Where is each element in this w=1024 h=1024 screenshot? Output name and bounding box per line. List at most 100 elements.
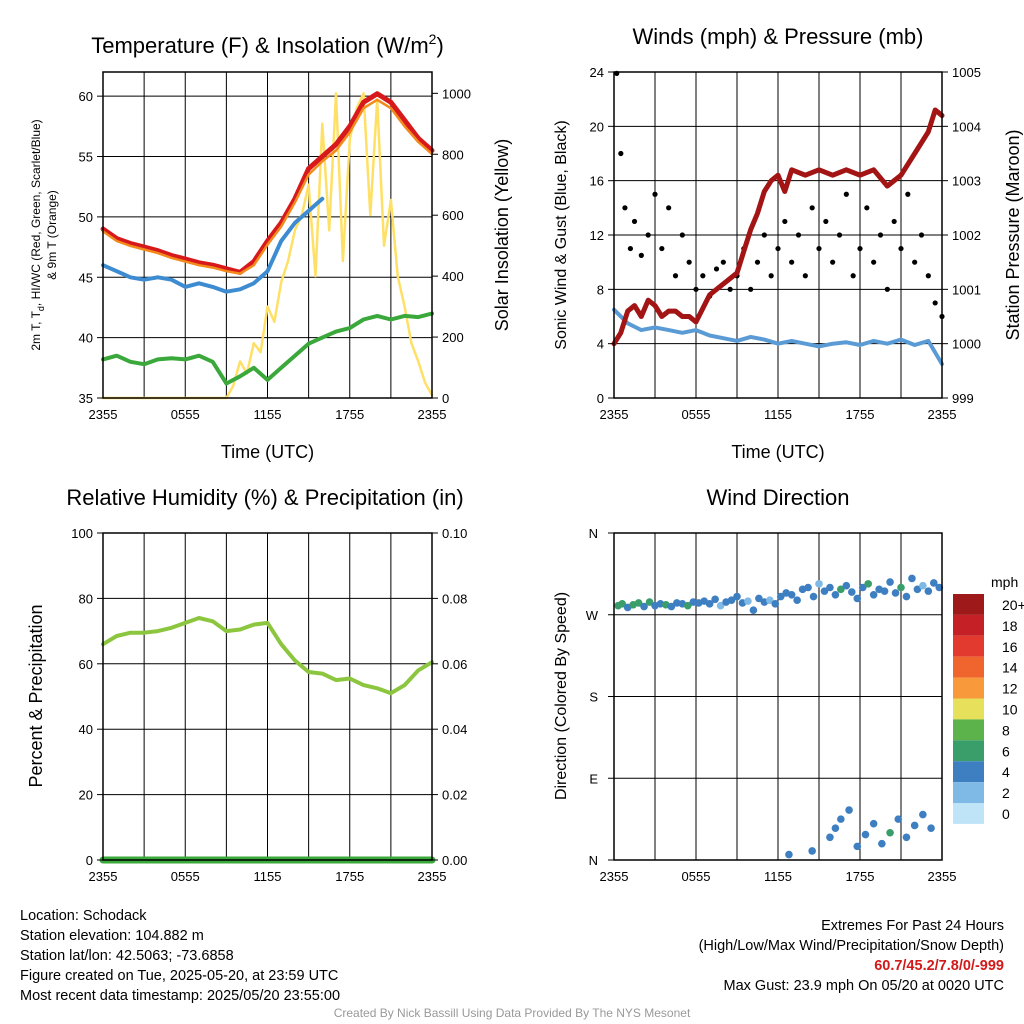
chart-panel-2: 0 4 8 12 16 20 24 999 1000 1001 1002 1003 1004 1005 23…	[553, 24, 1023, 462]
gust-point	[864, 205, 870, 211]
direction-point	[776, 592, 785, 601]
x-tick-label: 0555	[682, 407, 711, 422]
gust-point	[802, 273, 808, 279]
x-tick-label: 1155	[254, 869, 282, 884]
legend-swatch	[953, 698, 984, 720]
y-axis-label: Percent & Precipitation	[26, 604, 46, 787]
direction-point	[749, 606, 758, 615]
direction-point	[815, 580, 823, 588]
plot-border	[613, 532, 943, 861]
station-info: Location: Schodack Station elevation: 10…	[20, 906, 340, 1006]
gust-point	[891, 218, 897, 225]
x-tick-label: 2355	[418, 869, 447, 884]
direction-point	[869, 590, 878, 599]
gust-point	[627, 245, 634, 252]
gust-point	[925, 273, 931, 279]
direction-point	[845, 806, 853, 814]
chart-title: Wind Direction	[706, 485, 849, 510]
direction-point	[861, 830, 870, 839]
legend-swatch	[953, 656, 984, 678]
direction-point	[919, 810, 927, 819]
legend-label: 0	[1002, 806, 1010, 822]
x-tick-label: 2355	[89, 869, 118, 884]
gust-point	[836, 232, 843, 238]
gust-point	[775, 245, 781, 252]
legend-swatch	[953, 635, 984, 657]
gust-point	[693, 286, 699, 292]
direction-point	[935, 583, 944, 592]
y-tick-label: N	[589, 853, 598, 868]
y-tick-label: S	[589, 690, 598, 705]
direction-point	[684, 601, 692, 610]
y2-tick-label: 999	[952, 391, 974, 406]
direction-point	[886, 578, 894, 586]
gust-point	[843, 191, 849, 197]
direction-point	[820, 587, 829, 595]
y-tick-label: 35	[79, 391, 93, 406]
gust-point	[857, 245, 863, 252]
direction-point	[908, 574, 916, 583]
y2-tick-label: 0.10	[442, 526, 467, 541]
direction-point	[913, 585, 922, 594]
y2-tick-label: 0.00	[442, 853, 467, 868]
gust-point	[905, 191, 911, 197]
gust-point	[795, 232, 802, 238]
gust-point	[830, 259, 836, 265]
series-solar-line	[101, 92, 434, 400]
series-temp-9m-line	[101, 98, 434, 275]
chart-title: Temperature (F) & Insolation (W/m2)	[91, 31, 444, 58]
direction-point	[924, 587, 933, 595]
y-tick-label: 24	[590, 65, 604, 80]
legend-swatch	[953, 594, 984, 615]
direction-point	[831, 824, 840, 833]
speed-legend: mph 20+ 18 16 14 12 10 8 6 4 2 0	[953, 574, 1024, 824]
y-tick-label: 40	[79, 331, 93, 346]
x-tick-label: 0555	[171, 869, 200, 884]
y2-tick-label: 1000	[442, 86, 471, 101]
x-tick-label: 2355	[89, 407, 118, 422]
y-tick-label: 12	[590, 228, 604, 243]
direction-point	[930, 579, 938, 587]
chart-panel-3: 0 20 40 60 80 100 0.00 0.02 0.04 0.06 0.08 0.10 2355…	[26, 485, 467, 884]
gust-point	[748, 286, 754, 292]
y-tick-label: 4	[597, 337, 604, 352]
y2-tick-label: 800	[442, 147, 464, 162]
y2-tick-label: 400	[442, 269, 464, 284]
y-tick-label: 80	[79, 591, 93, 606]
gust-point	[720, 259, 726, 265]
y-tick-label: 40	[79, 722, 93, 737]
gust-point	[918, 232, 925, 238]
x-tick-label: 1155	[254, 407, 282, 422]
extremes-values: 60.7/45.2/7.8/0/-999	[874, 958, 1004, 974]
direction-point	[869, 819, 878, 828]
direction-point	[878, 839, 886, 848]
x-axis-label: Time (UTC)	[731, 442, 824, 462]
max-gust-text: Max Gust: 23.9 mph On 05/20 at 0020 UTC	[723, 978, 1004, 994]
direction-point	[826, 583, 834, 592]
y-tick-label: 60	[79, 657, 93, 672]
direction-point	[744, 597, 752, 605]
direction-point	[891, 589, 900, 597]
legend-swatch	[953, 740, 984, 762]
direction-point	[618, 600, 626, 608]
direction-point	[634, 599, 643, 607]
direction-point	[897, 583, 905, 592]
direction-point	[809, 592, 818, 601]
gust-point	[754, 259, 761, 265]
legend-label: 6	[1002, 743, 1010, 759]
y-axis-label-line2: & 9m T (Orange)	[45, 190, 59, 280]
legend-label: 16	[1002, 639, 1018, 655]
extremes-title: Extremes For Past 24 Hours	[821, 918, 1004, 934]
y2-tick-label: 600	[442, 208, 464, 223]
direction-point	[705, 600, 714, 608]
gust-point	[816, 245, 822, 252]
direction-point	[831, 590, 840, 599]
direction-point	[853, 842, 862, 851]
legend-label: 4	[1002, 764, 1010, 780]
y-tick-label: E	[589, 771, 598, 786]
direction-point	[853, 594, 862, 603]
direction-point	[886, 828, 894, 837]
extremes-info: Extremes For Past 24 Hours (High/Low/Max…	[699, 916, 1004, 996]
direction-point	[927, 824, 935, 833]
gust-point	[789, 259, 795, 265]
